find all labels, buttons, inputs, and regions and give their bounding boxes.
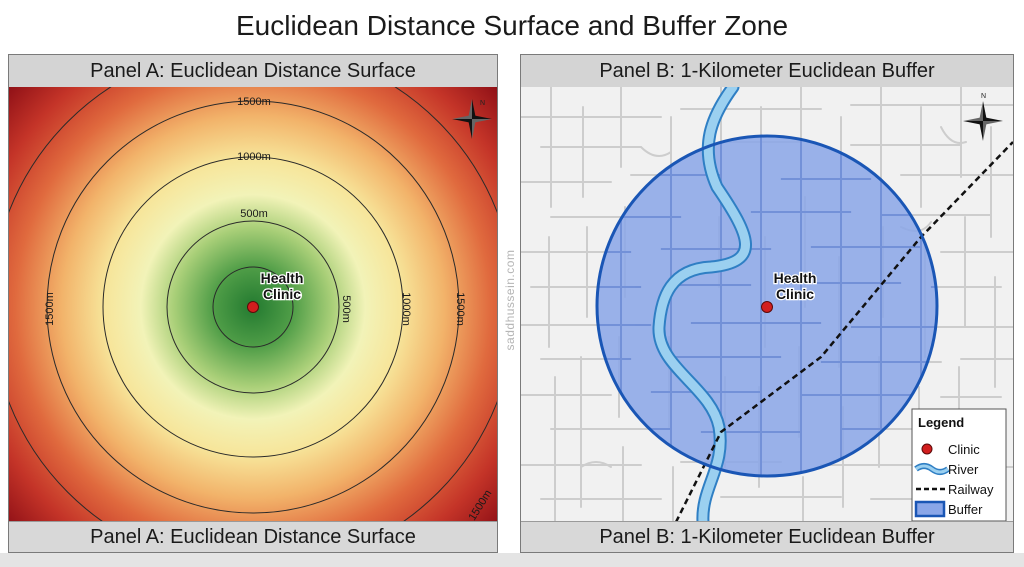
- buffer-edge: [595, 134, 939, 478]
- legend: Legend Clinic River Railway Buffer: [911, 408, 1007, 522]
- north-label: N: [981, 93, 986, 100]
- page-title: Euclidean Distance Surface and Buffer Zo…: [235, 10, 789, 41]
- buffer-map: Health Clinic N Legend Clinic River Rail…: [521, 87, 1013, 522]
- contour-1500: [46, 100, 460, 514]
- clinic-label-line2: Clinic: [776, 286, 814, 302]
- watermark: saddhussein.com: [502, 249, 517, 351]
- contour-250: [212, 266, 294, 348]
- contour-label-top-1000: 1000m: [237, 151, 271, 163]
- contour-500: [166, 220, 340, 394]
- clinic-label-line2: Clinic: [263, 286, 301, 302]
- distance-surface-map: 1500m 1000m 500m 500m 1000m 1500m 1500m …: [9, 87, 497, 522]
- legend-clinic-label: Clinic: [948, 442, 980, 457]
- north-label: N: [480, 100, 485, 107]
- contour-label-left-1500: 1500m: [44, 292, 56, 326]
- legend-clinic-icon: [921, 443, 933, 455]
- distance-contours: [9, 87, 497, 522]
- contour-label-top-500: 500m: [240, 208, 268, 220]
- contour-label-right-1500: 1500m: [454, 292, 466, 326]
- contour-label-top-1500: 1500m: [237, 96, 271, 108]
- contour-1000: [102, 156, 404, 458]
- legend-railway-label: Railway: [948, 482, 994, 497]
- clinic-marker: [761, 301, 773, 313]
- clinic-label-line1: Health: [261, 270, 304, 286]
- panel-b-header: Panel B: 1-Kilometer Euclidean Buffer: [521, 55, 1013, 88]
- contour-label-right-1000: 1000m: [400, 292, 412, 326]
- panel-b-footer: Panel B: 1-Kilometer Euclidean Buffer: [521, 521, 1013, 552]
- north-arrow-icon: N: [452, 99, 492, 139]
- legend-buffer-icon: [914, 500, 946, 518]
- panel-a-header: Panel A: Euclidean Distance Surface: [9, 55, 497, 88]
- clinic-marker: [247, 301, 259, 313]
- river: [654, 87, 750, 522]
- panel-a: Panel A: Euclidean Distance Surface: [8, 54, 498, 553]
- railway: [674, 141, 1013, 522]
- legend-title: Legend: [918, 415, 964, 430]
- legend-buffer-label: Buffer: [948, 502, 983, 517]
- north-arrow-icon: N: [963, 93, 1003, 141]
- bottom-strip: [0, 553, 1024, 567]
- contour-label-right-500: 500m: [340, 295, 352, 323]
- clinic-label-line1: Health: [774, 270, 817, 286]
- panel-a-footer: Panel A: Euclidean Distance Surface: [9, 521, 497, 552]
- panel-b: Panel B: 1-Kilometer Euclidean Buffer: [520, 54, 1014, 553]
- legend-river-label: River: [948, 462, 979, 477]
